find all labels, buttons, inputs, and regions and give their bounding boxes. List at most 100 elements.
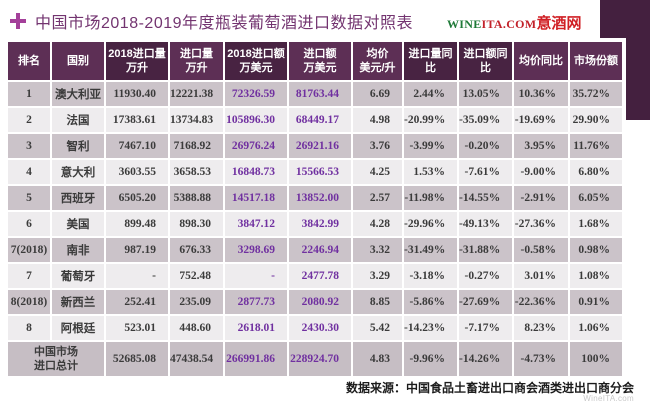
value-cell: 72326.59: [225, 82, 287, 106]
total-value-cell: -14.26%: [459, 342, 512, 376]
header-cell: 进口额 万美元: [289, 42, 351, 80]
value-cell: 252.41: [106, 290, 168, 314]
total-label-cell: 中国市场 进口总计: [8, 342, 104, 376]
total-value-cell: 266991.86: [225, 342, 287, 376]
rank-cell: 2: [8, 108, 50, 132]
country-cell: 意大利: [52, 160, 104, 184]
value-cell: -27.69%: [459, 290, 512, 314]
table-row: 7(2018) 南非 987.19 676.33 3298.69 2246.94 3.32-…: [8, 238, 622, 262]
value-cell: 0.91%: [570, 290, 622, 314]
value-cell: -14.23%: [404, 316, 457, 340]
value-cell: -5.86%: [404, 290, 457, 314]
value-cell: -35.09%: [459, 108, 512, 132]
value-cell: 35.72%: [570, 82, 622, 106]
logo-wine-text: WINE: [447, 17, 482, 31]
value-cell: 448.60: [170, 316, 223, 340]
country-cell: 智利: [52, 134, 104, 158]
value-cell: 1.68%: [570, 212, 622, 236]
value-cell: 1.53%: [404, 160, 457, 184]
value-cell: 11.76%: [570, 134, 622, 158]
total-value-cell: -9.96%: [404, 342, 457, 376]
value-cell: 10.36%: [514, 82, 568, 106]
value-cell: 6.69: [353, 82, 402, 106]
total-value-cell: 100%: [570, 342, 622, 376]
value-cell: 3.32: [353, 238, 402, 262]
rank-cell: 4: [8, 160, 50, 184]
table-row: 1 澳大利亚 11930.40 12221.38 72326.59 81763.44 6.6…: [8, 82, 622, 106]
value-cell: -11.98%: [404, 186, 457, 210]
value-cell: 5388.88: [170, 186, 223, 210]
header-cell: 2018进口量 万升: [106, 42, 168, 80]
value-cell: 4.98: [353, 108, 402, 132]
country-cell: 美国: [52, 212, 104, 236]
value-cell: 3298.69: [225, 238, 287, 262]
value-cell: 14517.18: [225, 186, 287, 210]
rank-cell: 7(2018): [8, 238, 50, 262]
table-header-row: 排名 国别 2018进口量 万升 进口量 万升 2018进口额 万美元 进口额 万美元 均价…: [8, 42, 622, 80]
value-cell: -2.91%: [514, 186, 568, 210]
value-cell: 7168.92: [170, 134, 223, 158]
value-cell: 2.44%: [404, 82, 457, 106]
table-row: 8 阿根廷 523.01 448.60 2618.01 2430.30 5.42 -14.23…: [8, 316, 622, 340]
value-cell: 235.09: [170, 290, 223, 314]
header-cell: 市场份额: [570, 42, 622, 80]
table-body: 1 澳大利亚 11930.40 12221.38 72326.59 81763.44 6.6…: [8, 82, 622, 376]
value-cell: -31.88%: [459, 238, 512, 262]
value-cell: -0.27%: [459, 264, 512, 288]
right-decoration-bar: [626, 38, 650, 120]
watermark-text: WineITA.com: [583, 394, 634, 403]
logo-chinese-text: 意酒网: [536, 16, 582, 32]
value-cell: -19.69%: [514, 108, 568, 132]
value-cell: -0.58%: [514, 238, 568, 262]
value-cell: 2.57: [353, 186, 402, 210]
wineita-logo: WINEITA.COM意酒网: [447, 12, 581, 33]
value-cell: 3847.12: [225, 212, 287, 236]
value-cell: 105896.30: [225, 108, 287, 132]
table-row: 8(2018) 新西兰 252.41 235.09 2877.73 2080.92 8.85…: [8, 290, 622, 314]
value-cell: -: [225, 264, 287, 288]
value-cell: -49.13%: [459, 212, 512, 236]
value-cell: 81763.44: [289, 82, 351, 106]
value-cell: 4.28: [353, 212, 402, 236]
value-cell: 3603.55: [106, 160, 168, 184]
header-cell: 均价 美元/升: [353, 42, 402, 80]
value-cell: 1.08%: [570, 264, 622, 288]
total-value-cell: 228924.70: [289, 342, 351, 376]
value-cell: 26976.24: [225, 134, 287, 158]
value-cell: 26921.16: [289, 134, 351, 158]
value-cell: 68449.17: [289, 108, 351, 132]
value-cell: 11930.40: [106, 82, 168, 106]
value-cell: 2618.01: [225, 316, 287, 340]
rank-cell: 3: [8, 134, 50, 158]
header-cell: 进口量 万升: [170, 42, 223, 80]
value-cell: -3.18%: [404, 264, 457, 288]
table-row: 6 美国 899.48 898.30 3847.12 3842.99 4.28 -29.96%…: [8, 212, 622, 236]
import-data-table: 排名 国别 2018进口量 万升 进口量 万升 2018进口额 万美元 进口额 万美元 均价…: [6, 40, 624, 378]
corner-decoration-block: [600, 0, 650, 38]
value-cell: -7.61%: [459, 160, 512, 184]
value-cell: 2430.30: [289, 316, 351, 340]
value-cell: 3.76: [353, 134, 402, 158]
value-cell: 6505.20: [106, 186, 168, 210]
value-cell: -3.99%: [404, 134, 457, 158]
country-cell: 西班牙: [52, 186, 104, 210]
plus-icon: [10, 13, 26, 29]
header-cell: 2018进口额 万美元: [225, 42, 287, 80]
value-cell: 17383.61: [106, 108, 168, 132]
data-source-note: 数据来源：中国食品土畜进出口商会酒类进出口商分会: [345, 381, 634, 395]
header-cell: 国别: [52, 42, 104, 80]
total-value-cell: 52685.08: [106, 342, 168, 376]
rank-cell: 1: [8, 82, 50, 106]
header-cell: 排名: [8, 42, 50, 80]
value-cell: -0.20%: [459, 134, 512, 158]
rank-cell: 8(2018): [8, 290, 50, 314]
title-bar: 中国市场2018-2019年度瓶装葡萄酒进口数据对照表: [10, 9, 413, 33]
value-cell: 2080.92: [289, 290, 351, 314]
value-cell: 987.19: [106, 238, 168, 262]
value-cell: 8.85: [353, 290, 402, 314]
rank-cell: 7: [8, 264, 50, 288]
value-cell: 899.48: [106, 212, 168, 236]
rank-cell: 6: [8, 212, 50, 236]
value-cell: 3.01%: [514, 264, 568, 288]
